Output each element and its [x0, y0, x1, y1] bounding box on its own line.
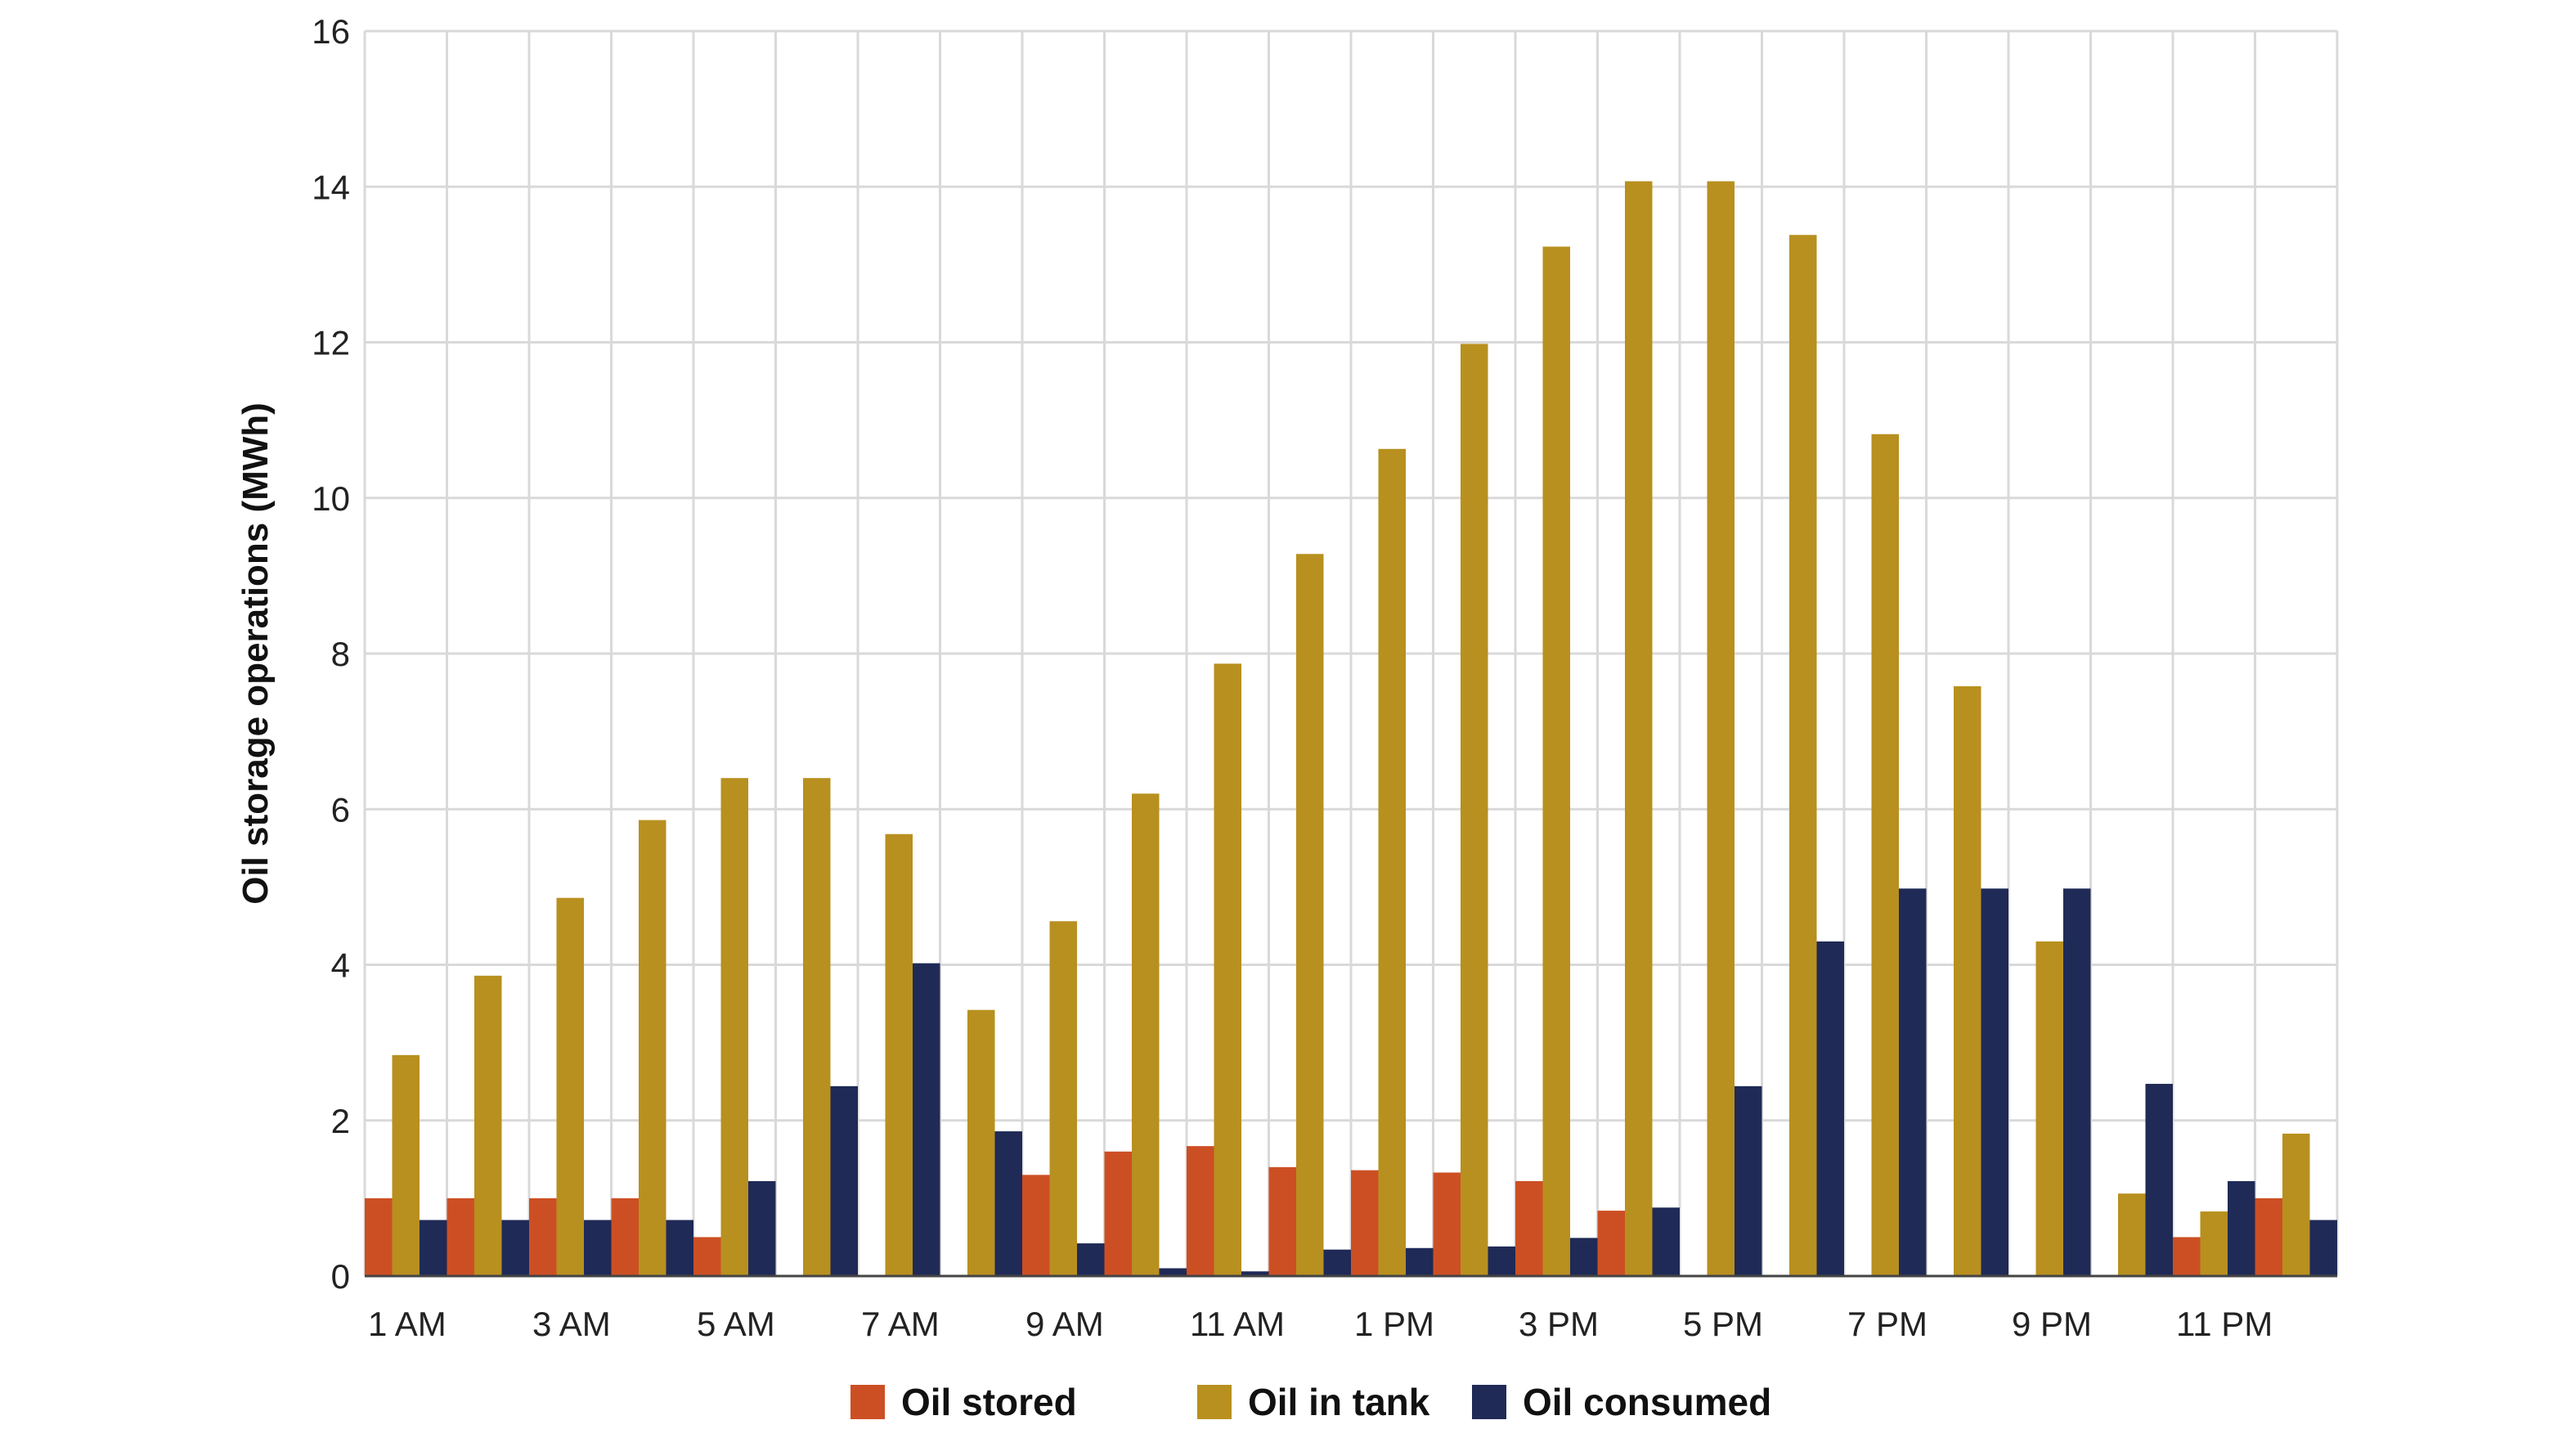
- bar-oil-stored: [611, 1198, 639, 1277]
- bar-oil-stored: [529, 1198, 557, 1277]
- bars-layer: [365, 181, 2337, 1277]
- bar-oil-in-tank: [1296, 554, 1324, 1276]
- bar-oil-in-tank: [1049, 921, 1077, 1276]
- bar-oil-stored: [1515, 1180, 1543, 1276]
- bar-oil-consumed: [748, 1180, 776, 1276]
- y-tick-label: 16: [312, 12, 350, 51]
- bar-oil-in-tank: [1214, 663, 1241, 1276]
- x-tick-label: 9 AM: [1025, 1305, 1104, 1343]
- legend-item: Oil consumed: [1472, 1381, 1771, 1423]
- x-tick-label: 3 PM: [1519, 1305, 1599, 1343]
- bar-oil-stored: [2173, 1237, 2201, 1276]
- y-tick-label: 6: [331, 790, 350, 829]
- legend-swatch: [1472, 1385, 1506, 1419]
- x-tick-label: 3 AM: [532, 1305, 611, 1343]
- bar-oil-consumed: [1406, 1247, 1434, 1276]
- bar-oil-stored: [1351, 1170, 1379, 1276]
- bar-oil-consumed: [584, 1220, 612, 1276]
- y-axis-title: Oil storage operations (MWh): [236, 402, 276, 905]
- bar-oil-consumed: [420, 1220, 447, 1276]
- x-tick-label: 7 PM: [1847, 1305, 1928, 1343]
- bar-oil-in-tank: [885, 834, 913, 1276]
- bar-oil-in-tank: [2118, 1193, 2146, 1276]
- bar-oil-stored: [1104, 1151, 1132, 1276]
- legend-label: Oil stored: [901, 1381, 1077, 1423]
- bar-oil-in-tank: [2282, 1133, 2310, 1276]
- legend-label: Oil consumed: [1523, 1381, 1771, 1423]
- bar-oil-in-tank: [2200, 1211, 2228, 1276]
- x-tick-label: 5 AM: [697, 1305, 775, 1343]
- bar-oil-stored: [1022, 1175, 1050, 1276]
- y-tick-label: 2: [331, 1102, 350, 1140]
- x-tick-label: 11 PM: [2176, 1305, 2273, 1343]
- bar-oil-consumed: [1159, 1268, 1187, 1276]
- x-tick-label: 1 AM: [368, 1305, 447, 1343]
- bar-oil-consumed: [830, 1085, 858, 1276]
- bar-oil-consumed: [1735, 1085, 1762, 1276]
- bar-oil-in-tank: [720, 778, 748, 1276]
- bar-oil-in-tank: [803, 778, 831, 1276]
- x-tick-label: 11 AM: [1190, 1305, 1285, 1343]
- bar-oil-consumed: [1241, 1271, 1269, 1276]
- bar-oil-stored: [2255, 1198, 2282, 1277]
- bar-oil-in-tank: [1461, 344, 1488, 1276]
- bar-oil-in-tank: [1707, 181, 1735, 1277]
- bar-oil-consumed: [2309, 1220, 2337, 1276]
- bar-oil-consumed: [994, 1131, 1022, 1276]
- bar-oil-stored: [1268, 1166, 1296, 1276]
- bar-oil-in-tank: [1954, 685, 1981, 1276]
- bar-oil-in-tank: [1542, 246, 1570, 1276]
- legend-swatch: [850, 1385, 885, 1419]
- bar-oil-in-tank: [639, 820, 666, 1276]
- bar-oil-consumed: [2063, 888, 2091, 1276]
- bar-oil-in-tank: [1625, 181, 1653, 1277]
- y-tick-label: 10: [312, 479, 350, 518]
- x-tick-label: 7 AM: [861, 1305, 940, 1343]
- bar-oil-in-tank: [1132, 793, 1160, 1276]
- bar-oil-consumed: [1077, 1243, 1105, 1276]
- bar-oil-consumed: [2228, 1180, 2255, 1276]
- bar-oil-in-tank: [392, 1054, 420, 1276]
- bar-oil-consumed: [1981, 888, 2008, 1276]
- bar-oil-consumed: [2145, 1084, 2173, 1276]
- bar-oil-consumed: [1899, 888, 1927, 1276]
- legend-swatch: [1197, 1385, 1232, 1419]
- bar-oil-consumed: [1323, 1249, 1351, 1276]
- bar-oil-stored: [1433, 1172, 1461, 1276]
- bar-oil-stored: [365, 1198, 393, 1277]
- bar-oil-consumed: [1570, 1238, 1598, 1276]
- bar-oil-consumed: [1488, 1246, 1515, 1276]
- bar-oil-consumed: [1816, 941, 1844, 1276]
- labels-layer: 0 2 4 6 8 10 12 14 16 1 AM 3 AM 5 AM 7 AM 9 AM 11 AM 1 …: [236, 12, 2273, 1343]
- legend-item: Oil in tank: [1197, 1381, 1430, 1423]
- y-tick-label: 0: [331, 1257, 350, 1296]
- x-tick-label: 1 PM: [1354, 1305, 1434, 1343]
- legend-item: Oil stored: [850, 1381, 1077, 1423]
- x-tick-label: 5 PM: [1683, 1305, 1763, 1343]
- bar-oil-stored: [1187, 1146, 1214, 1276]
- bar-oil-in-tank: [1789, 235, 1817, 1277]
- bar-oil-consumed: [913, 963, 940, 1276]
- bar-oil-consumed: [501, 1220, 529, 1276]
- legend-label: Oil in tank: [1248, 1381, 1430, 1423]
- bar-oil-stored: [447, 1198, 474, 1277]
- bar-oil-in-tank: [474, 975, 502, 1276]
- bar-oil-in-tank: [2035, 941, 2063, 1276]
- bar-oil-consumed: [666, 1220, 693, 1276]
- y-tick-label: 14: [312, 168, 350, 206]
- bar-oil-in-tank: [967, 1009, 995, 1276]
- bar-oil-in-tank: [1378, 448, 1406, 1276]
- bar-oil-in-tank: [556, 897, 584, 1276]
- y-tick-label: 4: [331, 946, 350, 985]
- legend: Oil stored Oil in tank Oil consumed: [850, 1381, 1771, 1423]
- x-tick-label: 9 PM: [2012, 1305, 2092, 1343]
- bar-oil-stored: [1597, 1211, 1625, 1276]
- y-tick-label: 12: [312, 324, 350, 362]
- y-tick-label: 8: [331, 635, 350, 673]
- bar-oil-consumed: [1652, 1207, 1680, 1276]
- bar-oil-stored: [693, 1237, 721, 1276]
- bar-oil-in-tank: [1871, 434, 1899, 1276]
